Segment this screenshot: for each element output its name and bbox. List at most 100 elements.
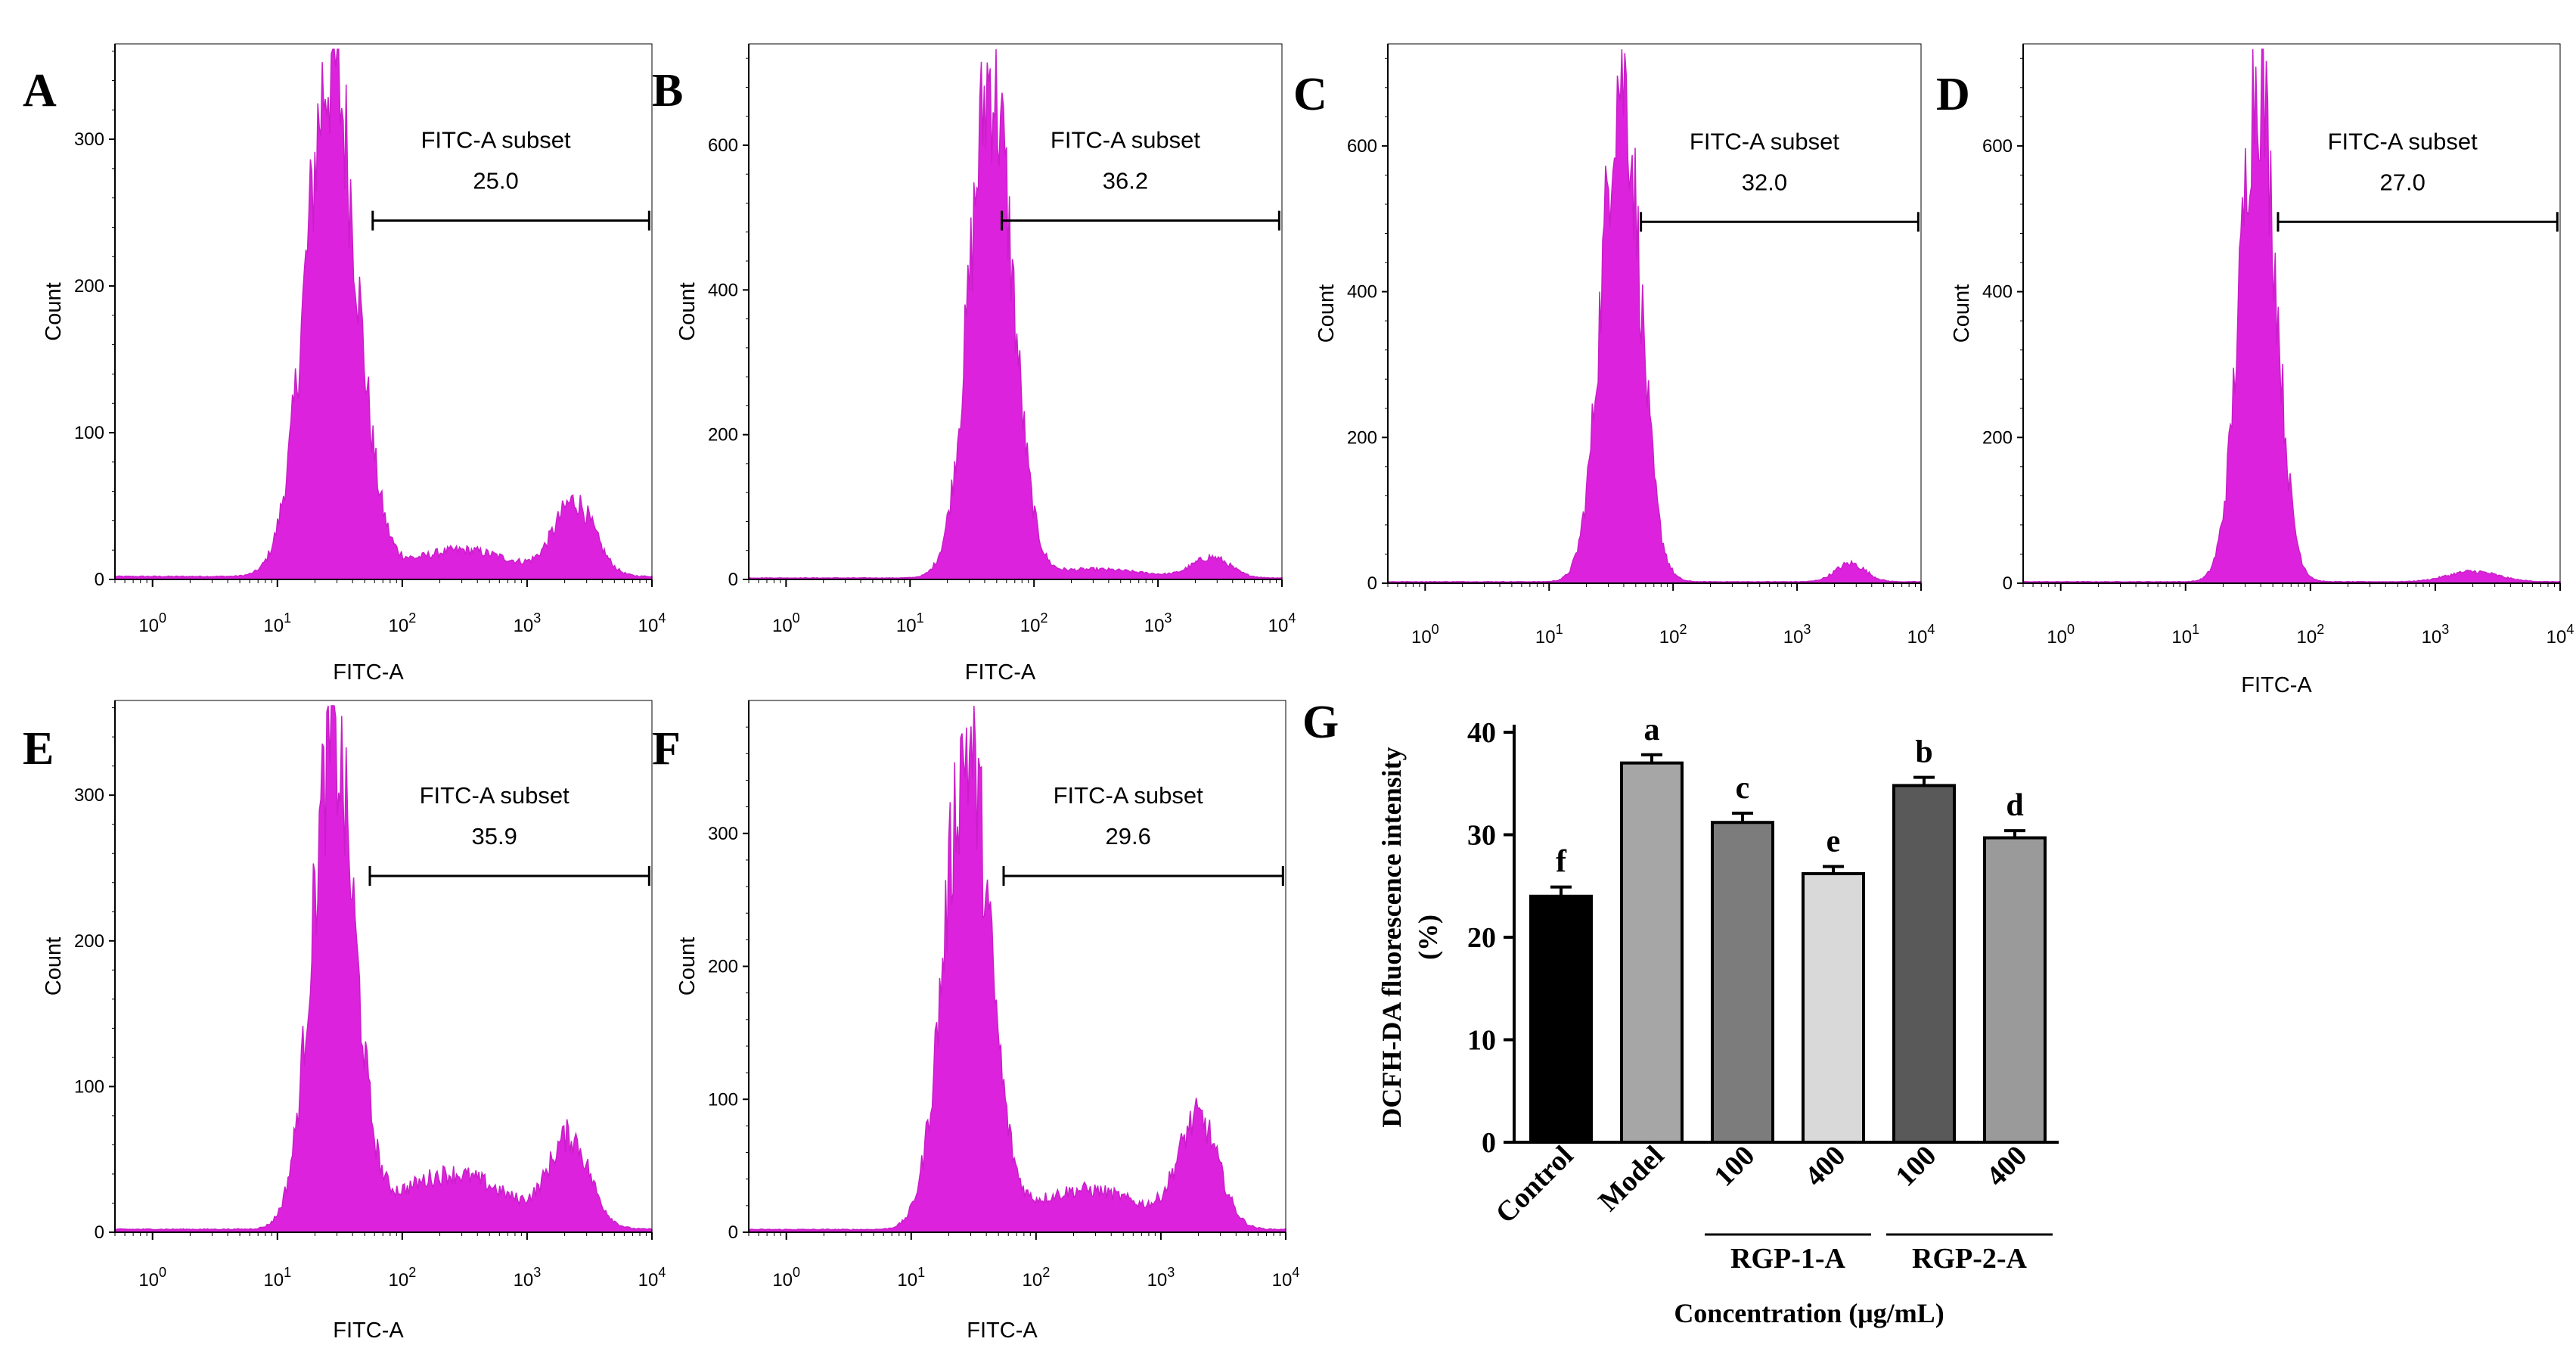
x-tick-label: 100 <box>2047 622 2075 648</box>
x-tick-label: 104 <box>1272 1265 1300 1290</box>
x-tick-label: 103 <box>1144 610 1172 636</box>
histogram-panel-a: A 0 100 200 300 100 101 102 103 104 Count FITC-A FIT… <box>23 43 666 685</box>
bar-chart-panel-g: G 0 10 20 30 40 f Control a Model c 100 e 400 b 100 d 400… <box>1302 697 2059 1328</box>
group-label: RGP-2-A <box>1912 1243 2028 1275</box>
panel-letter-b: B <box>652 65 683 116</box>
histogram-area <box>1387 49 1922 584</box>
y-tick-label: 100 <box>74 423 104 443</box>
bar-3 <box>1802 871 1865 1144</box>
gate-value: 29.6 <box>1105 823 1150 849</box>
y-tick-label: 600 <box>1982 136 2013 157</box>
gate-value: 27.0 <box>2379 169 2425 195</box>
histogram-area <box>748 49 1283 580</box>
panel-letter-c: C <box>1293 69 1327 120</box>
bar-4 <box>1892 784 1956 1144</box>
y-tick-label: 400 <box>1982 282 2013 303</box>
y-tick-label: 200 <box>708 425 738 446</box>
bar-0 <box>1529 894 1593 1144</box>
x-tick-label: 102 <box>388 610 416 636</box>
y-tick-label: 100 <box>74 1076 104 1097</box>
x-tick-label: 104 <box>638 1265 666 1290</box>
significance-label: d <box>2006 788 2023 823</box>
y-tick-label: 600 <box>708 135 738 156</box>
gate-value: 25.0 <box>473 168 518 194</box>
plot-frame <box>1387 43 1922 584</box>
x-tick-label: 104 <box>1907 622 1935 648</box>
x-tick-label: 101 <box>2171 622 2199 648</box>
gate-label: FITC-A subset <box>2328 128 2478 154</box>
y-tick-label: 300 <box>74 129 104 150</box>
x-tick-label: 104 <box>2547 622 2574 648</box>
y-tick-label: 200 <box>708 957 738 977</box>
plot-frame <box>2022 43 2561 584</box>
x-tick-label: 100 <box>138 1265 166 1290</box>
x-tick-label: 102 <box>388 1265 416 1290</box>
y-tick-label: 30 <box>1467 820 1496 852</box>
significance-label: c <box>1736 771 1750 806</box>
histogram-panel-b: B 0 200 400 600 100 101 102 103 104 Count FITC-A FIT… <box>652 43 1296 685</box>
y-axis-title: Count <box>1950 284 1974 343</box>
plot-frame <box>114 43 653 580</box>
plot-frame <box>748 43 1283 580</box>
y-tick-label: 100 <box>708 1089 738 1110</box>
bar-5 <box>1983 836 2047 1144</box>
x-tick-label: Control <box>1490 1140 1580 1230</box>
x-tick-label: 103 <box>2422 622 2450 648</box>
y-tick-label: 600 <box>1347 136 1377 157</box>
panel-letter-d: D <box>1936 69 1970 120</box>
y-tick-label: 0 <box>2003 573 2013 594</box>
x-tick-label: 100 <box>1889 1140 1942 1193</box>
y-tick-label: 0 <box>728 1222 738 1243</box>
y-axis-title: DCFH-DA fluorescence intensity <box>1376 747 1407 1127</box>
y-tick-label: 0 <box>728 570 738 590</box>
gate-label: FITC-A subset <box>1051 127 1200 154</box>
gate-value: 35.9 <box>471 823 517 849</box>
significance-label: f <box>1556 845 1567 880</box>
plot-frame <box>114 700 653 1233</box>
histogram-panel-e: E 0 100 200 300 100 101 102 103 104 Count FITC-A FIT… <box>23 700 666 1343</box>
x-tick-label: 102 <box>1659 622 1687 648</box>
y-tick-label: 0 <box>1367 573 1377 594</box>
x-tick-label: 103 <box>1783 622 1811 648</box>
histogram-area <box>748 705 1286 1233</box>
x-axis-title: FITC-A <box>333 660 404 685</box>
y-tick-label: 10 <box>1467 1025 1496 1057</box>
y-tick-label: 200 <box>74 276 104 297</box>
y-axis-title: Count <box>675 937 700 995</box>
significance-label: e <box>1826 825 1841 859</box>
significance-label: b <box>1915 735 1932 770</box>
x-tick-label: 102 <box>2296 622 2324 648</box>
y-tick-label: 40 <box>1467 717 1496 749</box>
x-tick-label: 103 <box>514 610 542 636</box>
histogram-area <box>2022 48 2561 584</box>
x-tick-label: 400 <box>1799 1140 1851 1193</box>
y-axis-title: Count <box>42 937 66 995</box>
bar-1 <box>1620 761 1684 1144</box>
x-tick-label: 100 <box>772 1265 800 1290</box>
x-axis-title: FITC-A <box>965 660 1036 685</box>
y-tick-label: 200 <box>74 931 104 952</box>
significance-label: a <box>1644 713 1660 747</box>
x-tick-label: 100 <box>772 610 800 636</box>
x-axis-title: Concentration (μg/mL) <box>1674 1298 1944 1328</box>
gate-label: FITC-A subset <box>1690 128 1839 154</box>
gate-value: 32.0 <box>1742 169 1787 195</box>
gate-label: FITC-A subset <box>421 127 571 154</box>
x-tick-label: 101 <box>897 1265 925 1290</box>
x-tick-label: 103 <box>514 1265 542 1290</box>
x-tick-label: 102 <box>1022 1265 1050 1290</box>
y-axis-title: Count <box>1314 284 1339 343</box>
x-tick-label: 104 <box>1268 610 1296 636</box>
histogram-area <box>114 705 653 1233</box>
bar-2 <box>1711 821 1774 1144</box>
y-tick-label: 0 <box>95 1222 104 1243</box>
x-axis-title: FITC-A <box>333 1318 404 1343</box>
y-tick-label: 400 <box>1347 282 1377 303</box>
x-tick-label: 104 <box>638 610 666 636</box>
y-axis-title-unit: (%) <box>1413 915 1443 960</box>
x-tick-label: 400 <box>1980 1140 2033 1193</box>
histogram-panel-c: C 0 200 400 600 100 101 102 103 104 Count FITC-A su… <box>1293 43 1935 648</box>
histogram-area <box>114 48 653 580</box>
x-axis-title: FITC-A <box>967 1318 1038 1343</box>
